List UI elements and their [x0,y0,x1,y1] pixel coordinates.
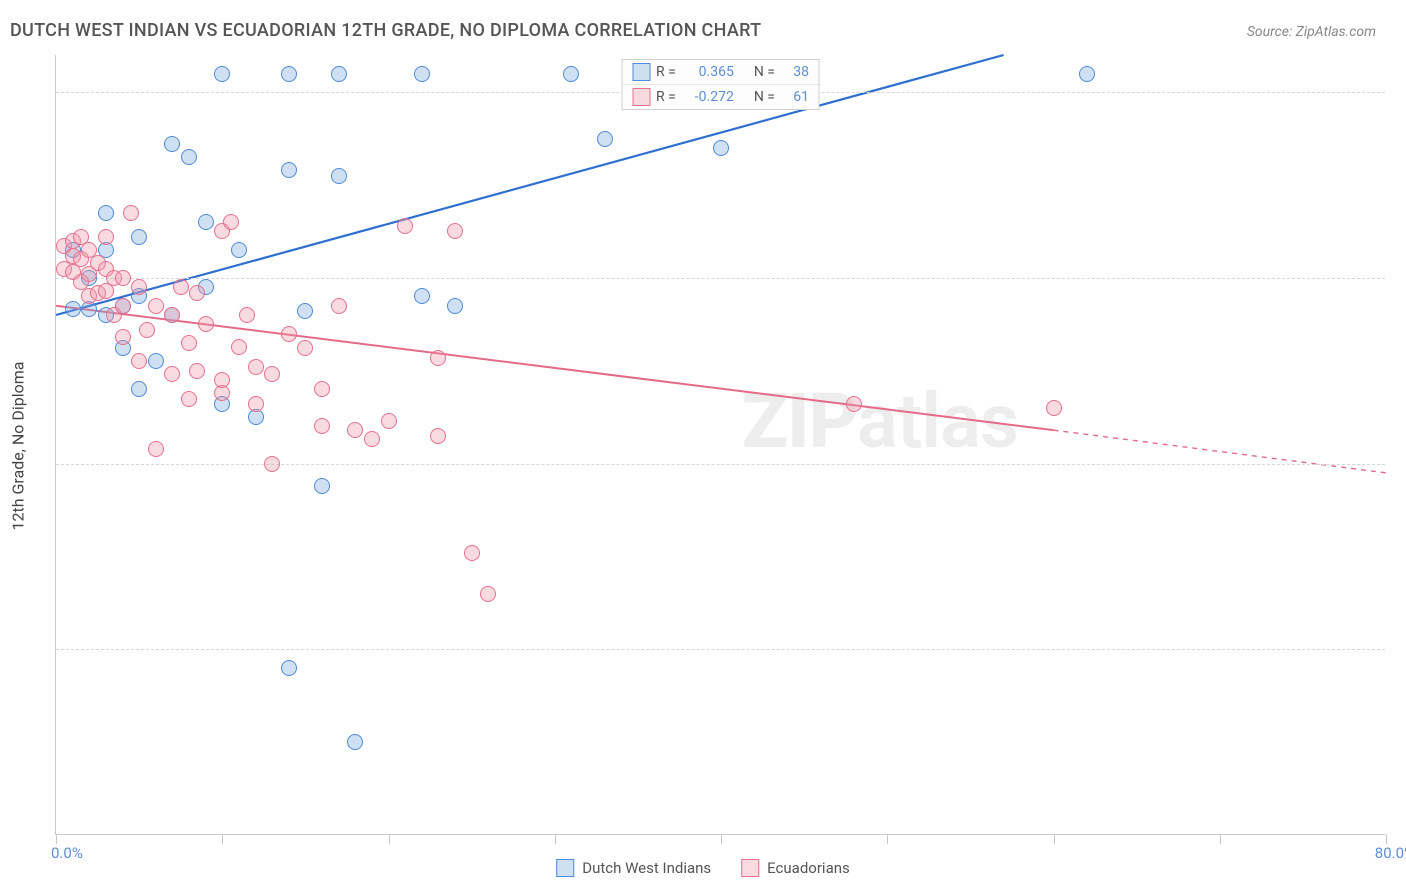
data-point [447,298,463,314]
data-point [264,366,280,382]
data-point [148,441,164,457]
data-point [713,140,729,156]
plot-area: ZIPatlas R = 0.365 N = 38 R = -0.272 N =… [55,55,1385,835]
data-point [430,350,446,366]
data-point [248,359,264,375]
data-point [331,298,347,314]
data-point [223,214,239,230]
data-point [364,431,380,447]
r-label: R = [656,89,676,105]
data-point [181,149,197,165]
data-point [464,545,480,561]
swatch-icon [556,859,574,877]
data-point [231,339,247,355]
data-point [115,298,131,314]
legend-label: Dutch West Indians [582,859,711,877]
data-point [214,372,230,388]
n-value: 61 [781,89,809,105]
data-point [181,391,197,407]
data-point [173,279,189,295]
legend-item: Dutch West Indians [556,859,711,877]
data-point [314,381,330,397]
r-value: 0.365 [682,64,734,80]
data-point [331,66,347,82]
data-point [414,288,430,304]
y-axis-title: 12th Grade, No Diploma [9,362,28,531]
data-point [198,316,214,332]
data-point [314,478,330,494]
swatch-icon [632,88,650,106]
data-point [214,66,230,82]
data-point [198,214,214,230]
data-point [115,270,131,286]
data-point [281,660,297,676]
data-point [314,418,330,434]
n-label: N = [754,64,775,80]
chart-container: DUTCH WEST INDIAN VS ECUADORIAN 12TH GRA… [0,0,1406,892]
data-point [1079,66,1095,82]
data-point [563,66,579,82]
data-point [131,381,147,397]
data-point [331,168,347,184]
data-point [164,366,180,382]
data-point [115,329,131,345]
data-point [164,307,180,323]
data-point [131,279,147,295]
data-point [181,335,197,351]
data-point [297,303,313,319]
swatch-icon [632,63,650,81]
data-point [480,586,496,602]
data-point [139,322,155,338]
r-value: -0.272 [682,89,734,105]
data-point [281,162,297,178]
data-point [131,229,147,245]
data-point [123,205,139,221]
data-point [397,218,413,234]
x-tick-label: 0.0% [51,844,83,862]
data-point [1046,400,1062,416]
watermark: ZIPatlas [742,376,1018,466]
n-label: N = [754,89,775,105]
data-point [98,205,114,221]
data-point [597,131,613,147]
data-point [281,326,297,342]
data-point [447,223,463,239]
swatch-icon [741,859,759,877]
data-point [430,428,446,444]
data-point [264,456,280,472]
data-point [231,242,247,258]
source-credit: Source: ZipAtlas.com [1247,24,1376,40]
chart-title: DUTCH WEST INDIAN VS ECUADORIAN 12TH GRA… [10,20,761,41]
data-point [347,734,363,750]
stats-legend-row: R = -0.272 N = 61 [622,84,819,109]
data-point [148,353,164,369]
data-point [131,353,147,369]
data-point [98,229,114,245]
n-value: 38 [781,64,809,80]
legend-item: Ecuadorians [741,859,850,877]
data-point [189,285,205,301]
series-legend: Dutch West Indians Ecuadorians [556,859,850,877]
data-point [148,298,164,314]
data-point [281,66,297,82]
legend-label: Ecuadorians [767,859,850,877]
data-point [297,340,313,356]
stats-legend: R = 0.365 N = 38 R = -0.272 N = 61 [621,59,820,110]
x-tick-label: 80.0% [1375,844,1406,862]
r-label: R = [656,64,676,80]
stats-legend-row: R = 0.365 N = 38 [622,60,819,84]
data-point [414,66,430,82]
data-point [239,307,255,323]
data-point [846,396,862,412]
data-point [248,396,264,412]
data-point [65,301,81,317]
data-point [381,413,397,429]
data-point [347,422,363,438]
data-point [189,363,205,379]
trend-lines-layer [56,55,1385,834]
data-point [164,136,180,152]
